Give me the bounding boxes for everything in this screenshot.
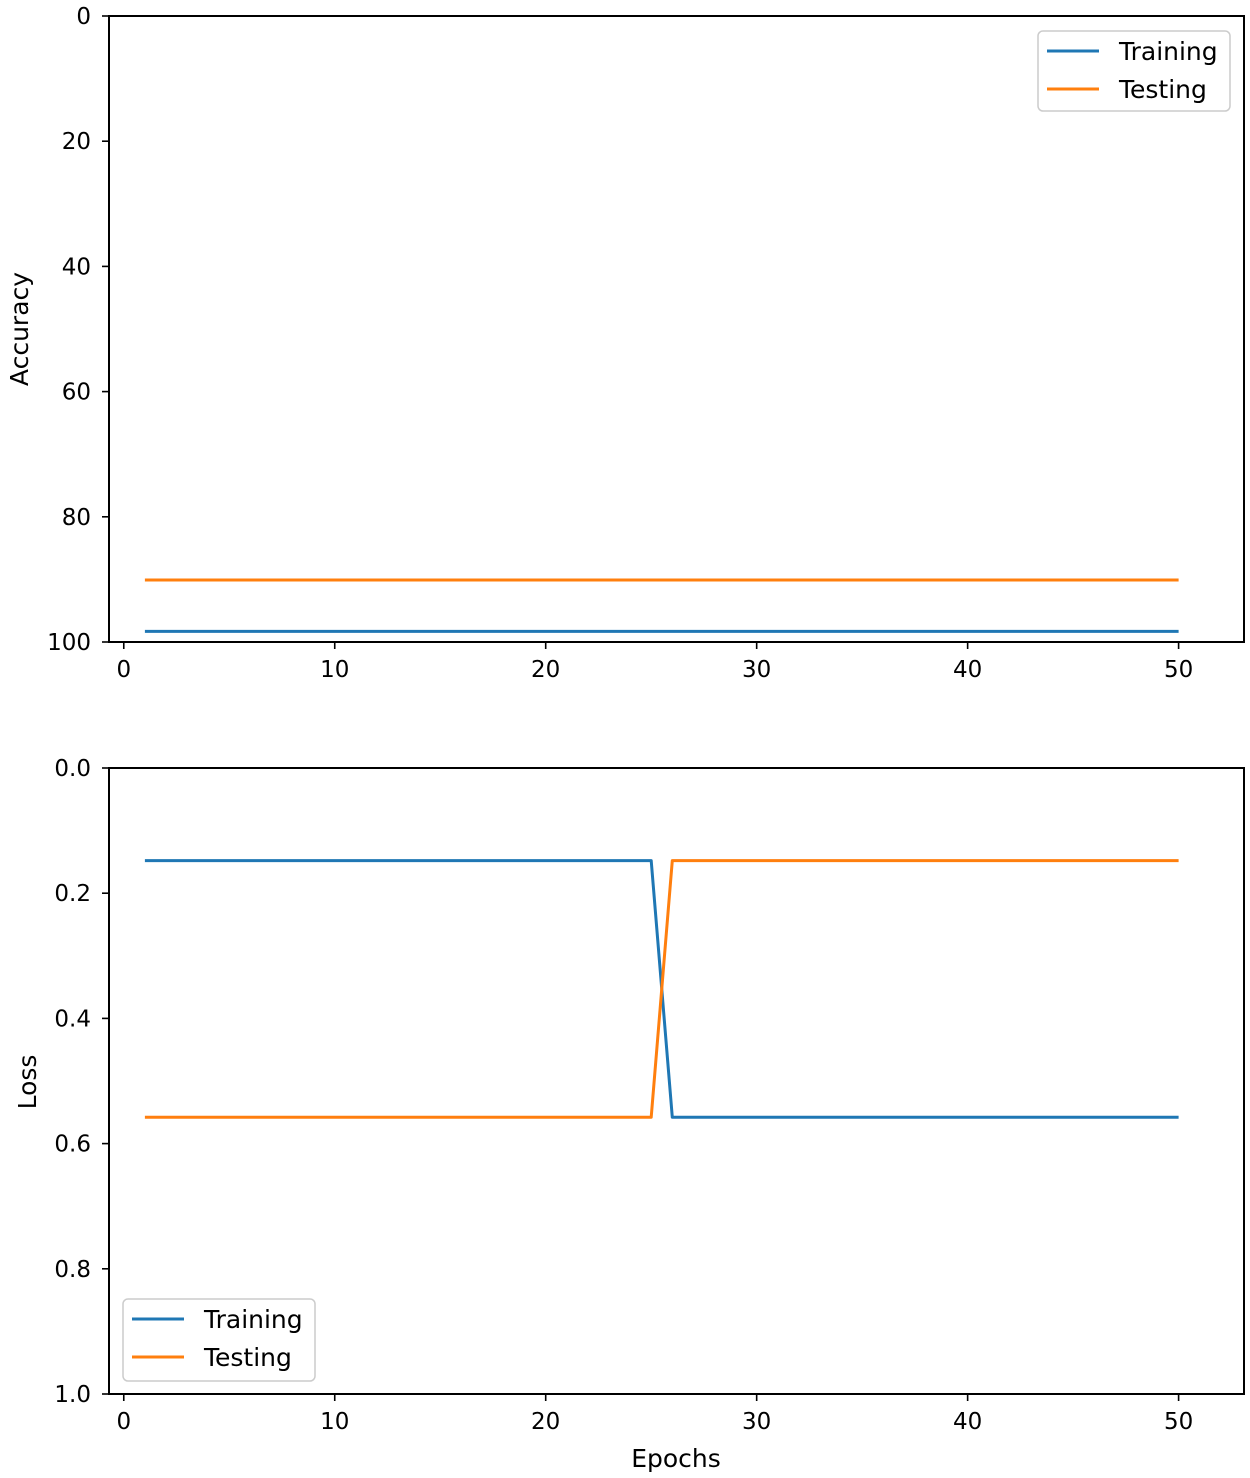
accuracy-y-axis-label: Accuracy (5, 272, 34, 386)
loss-x-axis-label: Epochs (631, 1444, 721, 1473)
loss-series-line-testing (144, 859, 1179, 1119)
loss-legend-label-testing: Testing (203, 1343, 292, 1372)
accuracy-y-tick-label: 100 (47, 630, 91, 656)
accuracy-y-tick-label: 20 (62, 129, 91, 155)
loss-x-tick-label: 30 (742, 1409, 771, 1435)
loss-x-tick-label: 0 (116, 1409, 131, 1435)
loss-x-tick-label: 40 (953, 1409, 982, 1435)
loss-x-tick-label: 50 (1164, 1409, 1193, 1435)
accuracy-legend-label-training: Training (1118, 37, 1218, 66)
loss-y-tick-label: 1.0 (54, 1382, 91, 1408)
loss-plot-frame (108, 767, 1245, 1395)
accuracy-y-tick-label: 60 (62, 380, 91, 406)
loss-y-tick-label: 0.4 (54, 1006, 91, 1032)
accuracy-legend-label-testing: Testing (1118, 75, 1207, 104)
accuracy-x-tick-label: 40 (953, 657, 982, 683)
loss-y-tick-label: 0.0 (54, 756, 91, 782)
loss-x-tick-label: 10 (320, 1409, 349, 1435)
accuracy-y-tick-label: 0 (76, 4, 91, 30)
accuracy-y-tick-label: 80 (62, 505, 91, 531)
loss-legend-label-training: Training (203, 1305, 303, 1334)
accuracy-plot-frame (108, 15, 1245, 643)
accuracy-legend: Training Testing (1037, 30, 1231, 112)
loss-legend: Training Testing (122, 1298, 316, 1382)
accuracy-x-tick-label: 20 (531, 657, 560, 683)
accuracy-x-tick-label: 50 (1164, 657, 1193, 683)
loss-x-tick-label: 20 (531, 1409, 560, 1435)
accuracy-x-tick-label: 0 (116, 657, 131, 683)
accuracy-panel: Accuracy 0 10 20 30 40 50 0 20 40 60 80 100 Training… (5, 4, 1245, 683)
accuracy-x-tick-label: 30 (742, 657, 771, 683)
loss-panel: Loss Epochs 0 10 20 30 40 50 0.0 0.2 0.4 0.6 0.8 1.… (13, 756, 1245, 1473)
accuracy-y-tick-label: 40 (62, 254, 91, 280)
accuracy-x-tick-label: 10 (320, 657, 349, 683)
loss-y-tick-label: 0.8 (54, 1257, 91, 1283)
loss-y-tick-label: 0.6 (54, 1132, 91, 1158)
loss-y-tick-label: 0.2 (54, 881, 91, 907)
loss-y-axis-label: Loss (13, 1055, 42, 1110)
